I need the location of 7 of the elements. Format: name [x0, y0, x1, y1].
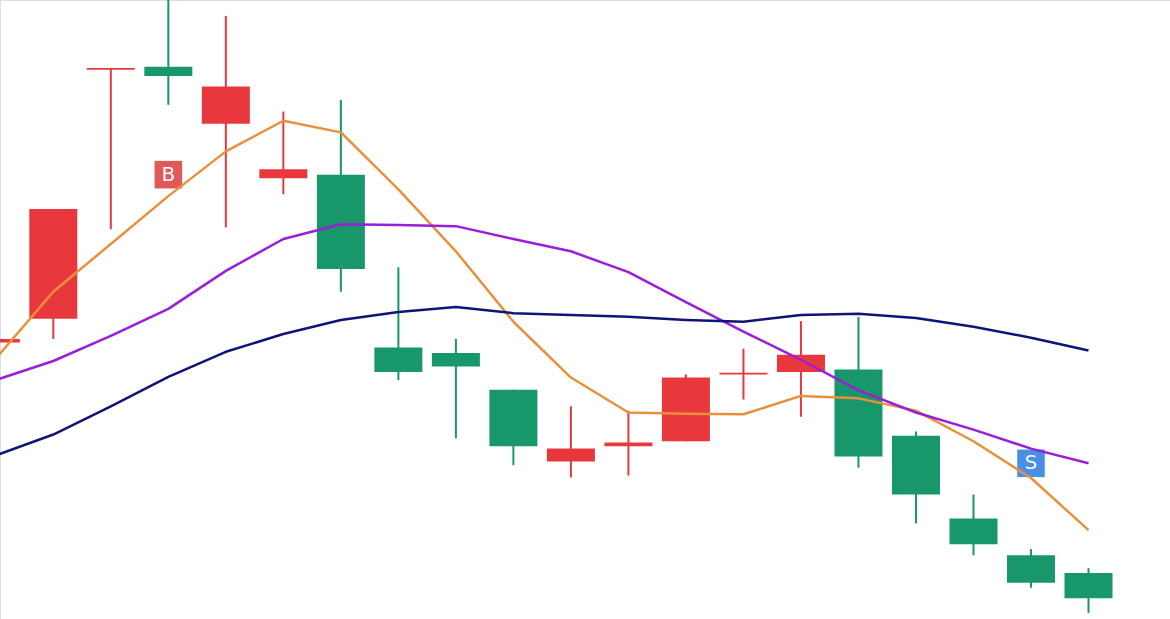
candlestick — [546, 405, 595, 479]
candlestick — [144, 0, 193, 106]
candlestick — [86, 67, 135, 231]
series-label: S — [1024, 450, 1038, 475]
candlestick — [431, 337, 480, 440]
series-label: B — [161, 161, 176, 186]
candlestick — [259, 110, 308, 196]
